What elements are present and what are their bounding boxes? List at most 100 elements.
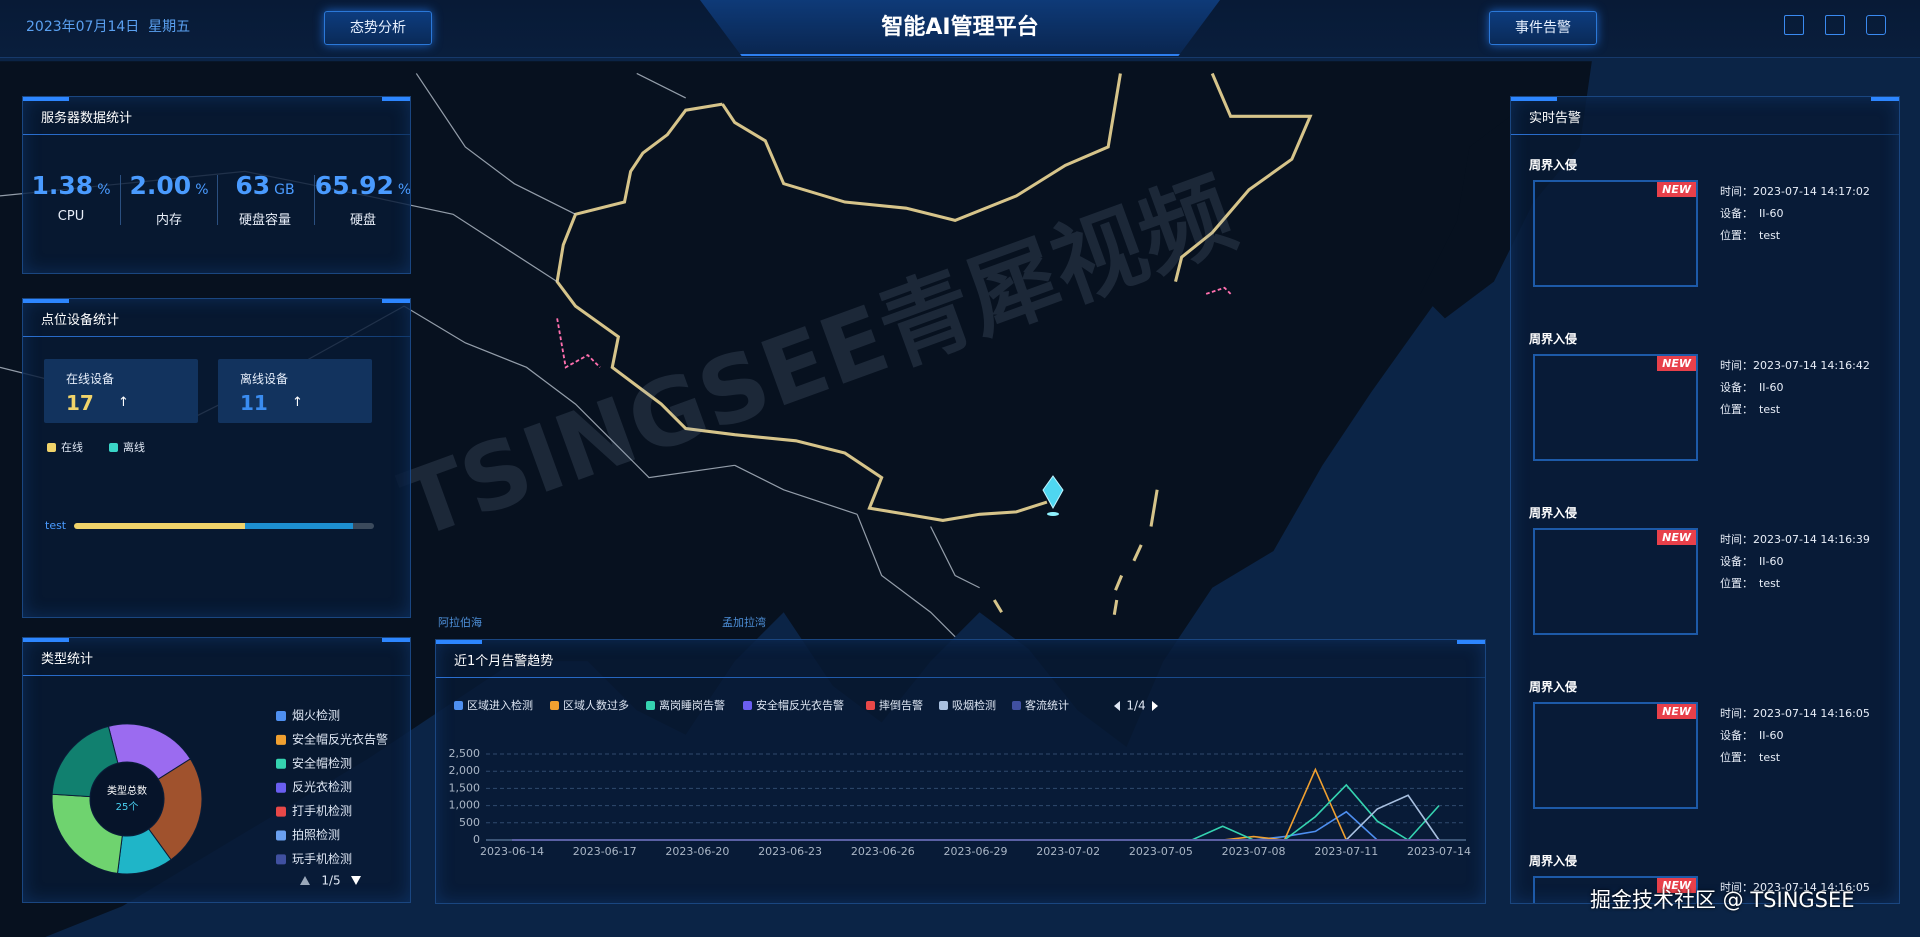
new-badge: NEW	[1657, 356, 1696, 371]
bar-label: test	[45, 519, 67, 532]
panel-title: 类型统计	[41, 652, 94, 667]
field-value: 2023-07-14 14:16:39	[1753, 533, 1870, 546]
device-card: 在线设备 17 ↑	[44, 359, 198, 423]
field-value: 2023-07-14 14:16:05	[1753, 881, 1870, 894]
new-badge: NEW	[1657, 704, 1696, 719]
pie-hole	[91, 763, 163, 835]
legend-label[interactable]: 安全帽反光衣告警	[292, 731, 388, 746]
stat-divider	[120, 175, 121, 225]
legend-swatch	[276, 782, 286, 793]
pager-text: 1/5	[321, 874, 340, 888]
pager-prev[interactable]	[300, 876, 310, 885]
stat: 2.00%	[109, 171, 229, 200]
field-value: test	[1759, 577, 1781, 590]
alert-field: 设备： II-60	[1720, 727, 1783, 743]
pager-next[interactable]	[1152, 701, 1158, 711]
legend-swatch	[646, 701, 655, 710]
legend-label[interactable]: 安全帽检测	[292, 755, 352, 770]
pie-slice[interactable]	[51, 725, 119, 798]
divider	[23, 336, 410, 337]
alert-field: 时间：2023-07-14 14:17:02	[1720, 183, 1870, 199]
alert-snapshot[interactable]: NEW	[1533, 180, 1698, 287]
field-value: II-60	[1759, 381, 1784, 394]
border-line	[555, 72, 1313, 522]
y-tick-label: 1,000	[449, 799, 481, 812]
legend-label[interactable]: 反光衣检测	[292, 779, 352, 794]
y-tick-label: 2,000	[449, 764, 481, 777]
legend-label[interactable]: 摔倒告警	[879, 698, 923, 712]
divider	[23, 134, 410, 135]
stat-value: 65.92	[314, 171, 394, 200]
x-tick-label: 2023-06-26	[851, 845, 915, 858]
legend-label[interactable]: 打手机检测	[292, 803, 352, 818]
legend-label[interactable]: 安全帽反光衣告警	[756, 698, 844, 712]
x-tick-label: 2023-06-23	[758, 845, 822, 858]
alert-title: 周界入侵	[1529, 680, 1578, 694]
alert-field: 设备： II-60	[1720, 379, 1783, 395]
legend-label[interactable]: 拍照检测	[292, 827, 340, 842]
marker-base	[1047, 512, 1059, 516]
legend-swatch	[1012, 701, 1021, 710]
pie-chart: 类型总数 25个 烟火检测安全帽反光衣告警安全帽检测反光衣检测打手机检测拍照检测玩手…	[51, 708, 388, 888]
alert-title: 周界入侵	[1529, 158, 1578, 172]
alert-snapshot[interactable]: NEW	[1533, 702, 1698, 809]
legend-label[interactable]: 离岗睡岗告警	[659, 698, 725, 712]
divider	[1511, 134, 1899, 135]
card-value: 17	[66, 391, 94, 415]
alert-snapshot[interactable]: NEW	[1533, 354, 1698, 461]
field-label: 设备：	[1720, 729, 1753, 742]
legend-swatch	[939, 701, 948, 710]
fullscreen-icon[interactable]	[1825, 15, 1845, 35]
field-value: II-60	[1759, 555, 1784, 568]
field-label: 设备：	[1720, 381, 1753, 394]
power-icon[interactable]	[1866, 15, 1886, 35]
legend-swatch	[866, 701, 875, 710]
stat-unit: %	[195, 182, 209, 198]
legend-label[interactable]: 玩手机检测	[292, 851, 352, 866]
legend-label[interactable]: 吸烟检测	[952, 698, 996, 712]
title-plate	[700, 0, 1220, 56]
legend-label[interactable]: 客流统计	[1025, 698, 1069, 712]
legend-swatch	[276, 806, 286, 817]
legend-swatch	[47, 443, 56, 452]
y-tick-label: 2,500	[449, 747, 481, 760]
field-label: 位置：	[1720, 403, 1753, 416]
location-marker[interactable]	[1042, 475, 1064, 516]
marker-diamond[interactable]	[1042, 475, 1064, 510]
alert-title: 周界入侵	[1529, 854, 1578, 868]
legend-label[interactable]: 区域人数过多	[563, 698, 629, 712]
stat-divider	[217, 175, 218, 225]
stat-value: 2.00	[129, 171, 192, 200]
panel-title: 点位设备统计	[41, 313, 120, 328]
card-label: 在线设备	[66, 372, 115, 386]
stat-label: 硬盘	[349, 213, 376, 228]
alert-snapshot[interactable]: NEW	[1533, 876, 1698, 903]
disputed-line	[1205, 286, 1232, 295]
pager-next[interactable]	[351, 876, 361, 885]
stat: 1.38%	[23, 171, 131, 200]
alert-panel: 实时告警 周界入侵 NEW 时间：2023-07-14 14:17:02 设备： II-…	[1510, 96, 1900, 904]
nav-button[interactable]: 事件告警	[1489, 11, 1597, 45]
alert-snapshot[interactable]: NEW	[1533, 528, 1698, 635]
home-icon[interactable]	[1784, 15, 1804, 35]
nav-button[interactable]: 态势分析	[324, 11, 432, 45]
trend-panel: 近1个月告警趋势 0 500 1,000 1,500 2,000 2,500 2023-06…	[435, 639, 1486, 904]
legend-label[interactable]: 烟火检测	[292, 708, 340, 723]
card-value: 11	[240, 391, 268, 415]
alert-field: 设备： II-60	[1720, 205, 1783, 221]
pager-prev[interactable]	[1114, 701, 1120, 711]
divider	[436, 677, 1485, 678]
x-tick-label: 2023-06-29	[944, 845, 1008, 858]
alert-field: 时间：2023-07-14 14:16:42	[1720, 357, 1870, 373]
x-tick-label: 2023-07-08	[1222, 845, 1286, 858]
alert-field: 时间：2023-07-14 14:16:05	[1720, 879, 1870, 895]
sea-label: 阿拉伯海	[438, 615, 482, 629]
legend-label[interactable]: 区域进入检测	[467, 698, 533, 712]
alert-field: 设备： II-60	[1720, 553, 1783, 569]
legend-swatch	[276, 711, 286, 721]
panel-title: 近1个月告警趋势	[454, 654, 554, 669]
x-tick-label: 2023-07-14	[1407, 845, 1471, 858]
legend-swatch	[276, 854, 286, 865]
legend-swatch	[276, 734, 286, 745]
